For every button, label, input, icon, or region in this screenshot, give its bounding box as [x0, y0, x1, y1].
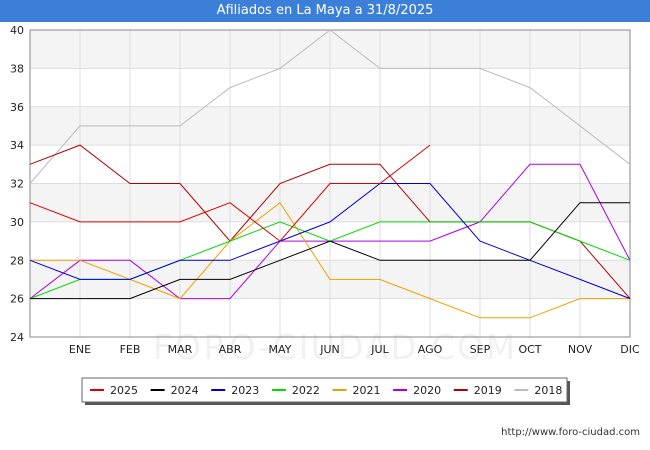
- y-tick-label: 28: [10, 254, 24, 267]
- chart-title: Afiliados en La Maya a 31/8/2025: [0, 0, 650, 22]
- x-tick-label: DIC: [620, 343, 640, 356]
- y-tick-label: 30: [10, 216, 24, 229]
- legend-label-2022: 2022: [292, 384, 320, 397]
- legend-label-2020: 2020: [413, 384, 441, 397]
- x-tick-label: FEB: [120, 343, 141, 356]
- x-tick-label: ABR: [219, 343, 242, 356]
- legend-label-2018: 2018: [534, 384, 562, 397]
- series-lines: [29, 29, 631, 319]
- legend-label-2024: 2024: [171, 384, 199, 397]
- y-tick-label: 24: [10, 331, 24, 344]
- x-tick-label: JUN: [319, 343, 340, 356]
- y-tick-label: 34: [10, 139, 24, 152]
- x-tick-label: MAY: [269, 343, 292, 356]
- y-tick-label: 32: [10, 178, 24, 191]
- watermark-text: FORO-CIUDAD.COM: [153, 328, 517, 368]
- source-url: http://www.foro-ciudad.com: [501, 427, 640, 438]
- series-line-2025: [29, 144, 431, 242]
- series-line-2024: [30, 202, 630, 300]
- legend-label-2023: 2023: [231, 384, 259, 397]
- x-tick-label: AGO: [418, 343, 443, 356]
- y-tick-label: 26: [10, 293, 24, 306]
- x-tick-label: MAR: [168, 343, 193, 356]
- y-tick-label: 36: [10, 101, 24, 114]
- x-tick-label: ENE: [69, 343, 91, 356]
- series-line-2018: [29, 29, 631, 184]
- legend: 2025 2024 2023 2022 2021 2020 2019 2018: [81, 377, 570, 405]
- x-tick-label: NOV: [568, 343, 593, 356]
- line-chart: FORO-CIUDAD.COM 24 26 28 30 32 34 36 38 40 ENE FEB…: [10, 24, 640, 405]
- legend-label-2025: 2025: [110, 384, 138, 397]
- x-tick-label: OCT: [518, 343, 541, 356]
- y-tick-label: 40: [10, 24, 24, 37]
- legend-label-2019: 2019: [474, 384, 502, 397]
- y-tick-label: 38: [10, 62, 24, 75]
- legend-label-2021: 2021: [353, 384, 381, 397]
- x-tick-label: SEP: [470, 343, 491, 356]
- x-tick-label: JUL: [370, 343, 389, 356]
